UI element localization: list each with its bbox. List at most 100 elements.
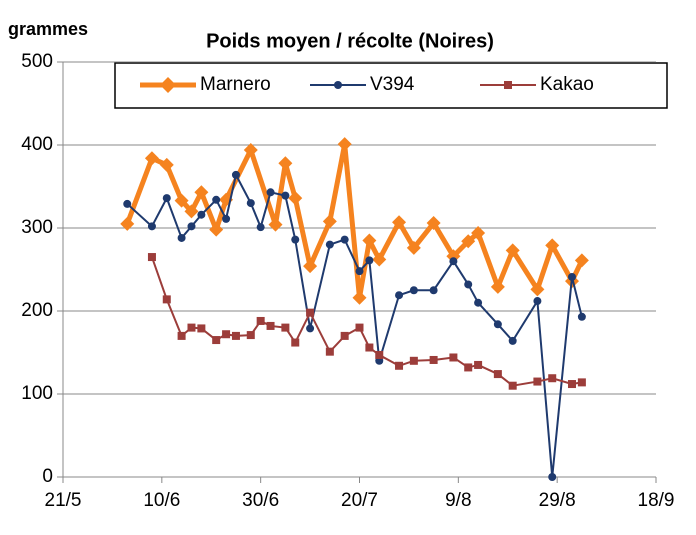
marker — [490, 279, 505, 294]
marker — [340, 235, 349, 244]
marker — [548, 473, 557, 481]
marker — [303, 259, 318, 274]
legend-label: V394 — [370, 74, 415, 95]
marker — [409, 286, 418, 295]
marker — [246, 199, 255, 208]
marker — [567, 272, 576, 281]
marker — [231, 170, 240, 179]
marker — [365, 256, 374, 265]
marker — [194, 185, 209, 200]
marker — [281, 323, 290, 332]
marker — [147, 253, 156, 262]
marker — [352, 290, 367, 305]
x-tick-label: 29/8 — [539, 490, 576, 511]
marker — [197, 324, 206, 333]
marker — [266, 188, 275, 197]
marker — [177, 331, 186, 340]
marker — [395, 361, 404, 370]
marker — [508, 336, 517, 345]
marker — [187, 323, 196, 332]
marker — [533, 377, 542, 386]
marker — [325, 240, 334, 249]
marker — [291, 235, 300, 244]
marker — [325, 347, 334, 356]
marker — [365, 343, 374, 352]
legend-label: Kakao — [540, 74, 594, 95]
y-tick-label: 500 — [21, 51, 53, 72]
marker — [530, 282, 545, 297]
x-tick-label: 18/9 — [638, 490, 675, 511]
marker — [187, 222, 196, 231]
x-tick-label: 21/5 — [45, 490, 82, 511]
marker — [392, 215, 407, 230]
marker — [505, 243, 520, 258]
marker — [471, 225, 486, 240]
marker — [474, 360, 483, 369]
marker — [222, 330, 231, 339]
marker — [177, 233, 186, 242]
y-axis-label: grammes — [8, 19, 88, 39]
legend-label: Marnero — [200, 74, 271, 95]
marker — [464, 280, 473, 289]
marker — [266, 321, 275, 330]
marker — [362, 233, 377, 248]
marker — [340, 331, 349, 340]
marker — [464, 363, 473, 372]
marker — [375, 350, 384, 359]
marker — [504, 81, 512, 89]
x-tick-label: 30/6 — [242, 490, 279, 511]
marker — [508, 381, 517, 390]
marker — [268, 217, 283, 232]
marker — [159, 157, 174, 172]
marker — [334, 81, 342, 89]
marker — [120, 216, 135, 231]
chart-title: Poids moyen / récolte (Noires) — [206, 30, 494, 52]
marker — [197, 210, 206, 219]
marker — [409, 356, 418, 365]
marker — [256, 223, 265, 232]
marker — [288, 191, 303, 206]
marker — [449, 353, 458, 362]
marker — [209, 222, 224, 237]
marker — [355, 267, 364, 276]
y-tick-label: 200 — [21, 300, 53, 321]
marker — [174, 193, 189, 208]
marker — [144, 151, 159, 166]
marker — [246, 331, 255, 340]
marker — [577, 312, 586, 321]
marker — [426, 216, 441, 231]
marker — [533, 297, 542, 306]
marker — [429, 355, 438, 364]
y-tick-label: 400 — [21, 134, 53, 155]
marker — [306, 308, 315, 317]
marker — [212, 336, 221, 345]
marker — [123, 199, 132, 208]
marker — [306, 324, 315, 333]
marker — [278, 156, 293, 171]
marker — [567, 380, 576, 389]
marker — [162, 295, 171, 304]
marker — [212, 195, 221, 204]
marker — [231, 331, 240, 340]
marker — [322, 214, 337, 229]
marker — [160, 77, 176, 93]
marker — [406, 240, 421, 255]
marker — [574, 253, 589, 268]
marker — [222, 214, 231, 223]
y-tick-label: 0 — [42, 466, 53, 487]
marker — [256, 316, 265, 325]
x-tick-label: 20/7 — [341, 490, 378, 511]
legend-box — [114, 62, 668, 109]
marker — [548, 374, 557, 383]
marker — [493, 320, 502, 329]
marker — [291, 338, 300, 347]
marker — [281, 191, 290, 200]
x-tick-label: 9/8 — [445, 490, 471, 511]
marker — [449, 257, 458, 266]
marker — [184, 204, 199, 219]
marker — [243, 142, 258, 157]
marker — [545, 238, 560, 253]
marker — [429, 286, 438, 295]
